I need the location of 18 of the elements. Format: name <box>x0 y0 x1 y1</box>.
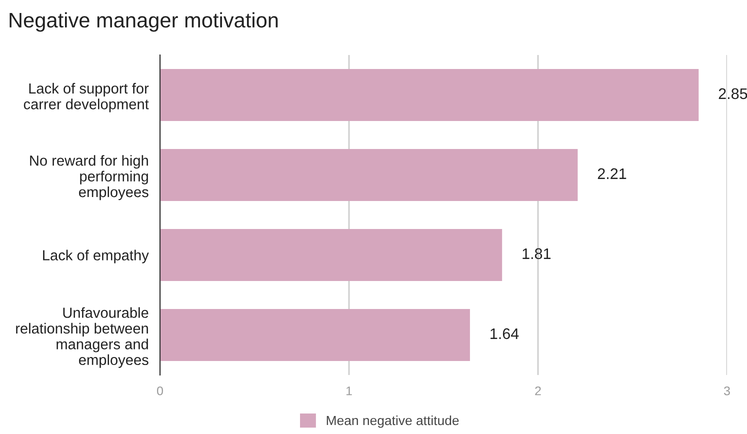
chart-title: Negative manager motivation <box>10 12 278 32</box>
y-tick-label: Lack of support for carrer development <box>24 82 149 112</box>
bar <box>160 69 699 121</box>
x-tick-label: 0 <box>157 386 163 396</box>
y-tick-label: Unfavourable relationship between managers and employees <box>16 307 148 368</box>
x-tick-label: 1 <box>346 386 352 396</box>
data-label: 1.81 <box>522 248 551 260</box>
x-tick-label: 3 <box>724 386 730 396</box>
data-label: 2.21 <box>598 168 626 179</box>
legend-label: Mean negative attitude <box>326 415 459 428</box>
data-label: 1.64 <box>490 328 519 340</box>
data-label: 2.85 <box>718 88 747 100</box>
bar <box>160 229 502 281</box>
bar <box>160 149 578 201</box>
bar <box>160 309 470 361</box>
y-tick-label: No reward for high performing employees <box>30 155 148 200</box>
x-tick-label: 2 <box>535 386 541 396</box>
y-tick-label: Lack of empathy <box>43 250 149 264</box>
